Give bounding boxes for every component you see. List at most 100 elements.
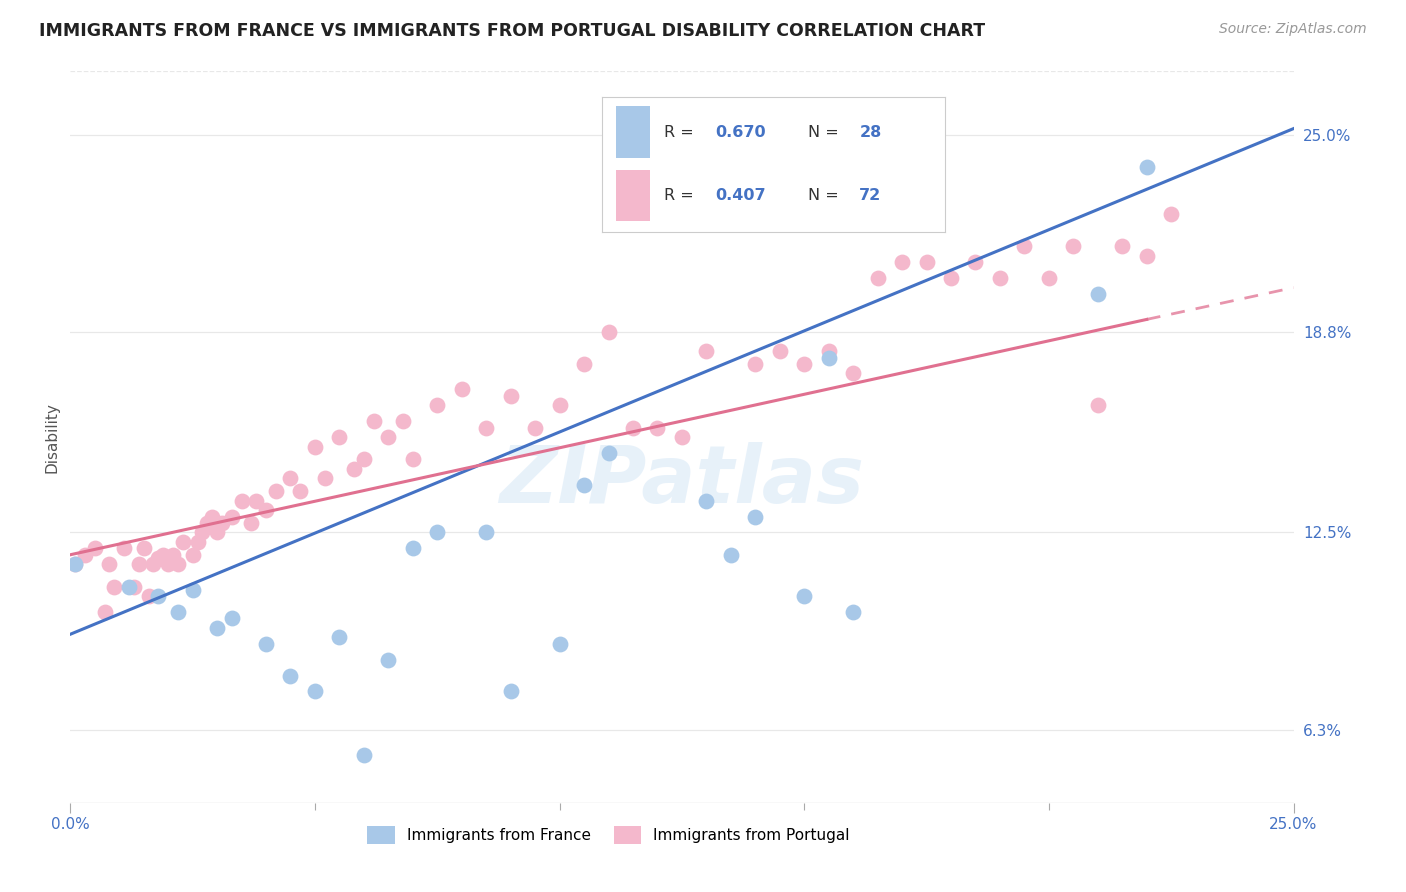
Point (328, 430, 350, 444)
Point (148, 589, 170, 603)
Point (769, 344, 792, 359)
Point (240, 516, 263, 530)
Point (450, 383, 472, 397)
Point (167, 558, 190, 572)
Point (191, 525, 214, 540)
Point (402, 541, 425, 556)
Point (280, 668, 302, 682)
Point (1087, 398, 1109, 412)
Point (195, 516, 218, 530)
Point (98, 558, 121, 572)
Point (112, 541, 135, 556)
Point (162, 548, 184, 562)
Text: IMMIGRANTS FROM FRANCE VS IMMIGRANTS FROM PORTUGAL DISABILITY CORRELATION CHART: IMMIGRANTS FROM FRANCE VS IMMIGRANTS FRO… (39, 22, 986, 40)
Point (1136, 249, 1159, 263)
Point (572, 357, 595, 371)
Point (73, 548, 96, 562)
Point (1038, 271, 1060, 285)
Point (793, 357, 815, 371)
Point (254, 637, 277, 651)
Point (353, 452, 375, 467)
Point (842, 367, 865, 381)
Point (793, 589, 815, 603)
Point (817, 351, 839, 365)
Point (63, 558, 86, 572)
Point (280, 471, 302, 485)
Y-axis label: Disability: Disability (44, 401, 59, 473)
Point (842, 605, 865, 619)
Point (965, 255, 987, 269)
Point (744, 509, 766, 524)
Point (475, 525, 498, 540)
Point (499, 684, 522, 698)
Point (402, 452, 425, 467)
Point (598, 325, 620, 339)
Point (157, 558, 180, 572)
Point (915, 255, 938, 269)
Point (328, 631, 350, 645)
Point (142, 558, 165, 572)
Point (314, 471, 336, 485)
Point (363, 414, 385, 428)
Point (1136, 160, 1159, 174)
Point (181, 582, 204, 597)
Legend: Immigrants from France, Immigrants from Portugal: Immigrants from France, Immigrants from … (361, 820, 856, 850)
Point (988, 271, 1011, 285)
Point (866, 271, 889, 285)
Point (744, 357, 766, 371)
Point (891, 255, 914, 269)
Point (392, 414, 415, 428)
Point (621, 420, 644, 434)
Point (598, 446, 620, 460)
Point (1087, 287, 1109, 301)
Point (647, 420, 669, 434)
Point (548, 398, 571, 412)
Point (377, 653, 399, 667)
Point (548, 637, 571, 651)
Point (290, 484, 312, 499)
Point (211, 516, 233, 530)
Point (167, 605, 190, 619)
Point (245, 493, 267, 508)
Point (231, 493, 253, 508)
Text: ZIPatlas: ZIPatlas (499, 442, 865, 520)
Point (118, 580, 141, 594)
Point (83, 541, 105, 556)
Point (1160, 207, 1182, 221)
Point (1111, 239, 1133, 253)
Point (671, 430, 693, 444)
Point (343, 462, 366, 476)
Point (63, 558, 86, 572)
Text: Source: ZipAtlas.com: Source: ZipAtlas.com (1219, 22, 1367, 37)
Point (172, 535, 194, 549)
Point (939, 271, 962, 285)
Point (122, 580, 145, 594)
Point (186, 535, 208, 549)
Point (201, 509, 224, 524)
Point (221, 509, 243, 524)
Point (264, 484, 287, 499)
Point (817, 344, 839, 359)
Point (304, 684, 326, 698)
Point (254, 503, 277, 517)
Point (426, 398, 449, 412)
Point (93, 605, 115, 619)
Point (1014, 239, 1036, 253)
Point (426, 525, 449, 540)
Point (1062, 239, 1084, 253)
Point (103, 580, 125, 594)
Point (572, 477, 595, 491)
Point (138, 589, 160, 603)
Point (205, 621, 228, 635)
Point (205, 525, 228, 540)
Point (475, 420, 498, 434)
Point (181, 548, 204, 562)
Point (221, 611, 243, 625)
Point (695, 493, 717, 508)
Point (524, 420, 547, 434)
Point (353, 748, 375, 763)
Point (720, 548, 742, 562)
Point (148, 550, 170, 565)
Point (152, 548, 174, 562)
Point (304, 440, 326, 454)
